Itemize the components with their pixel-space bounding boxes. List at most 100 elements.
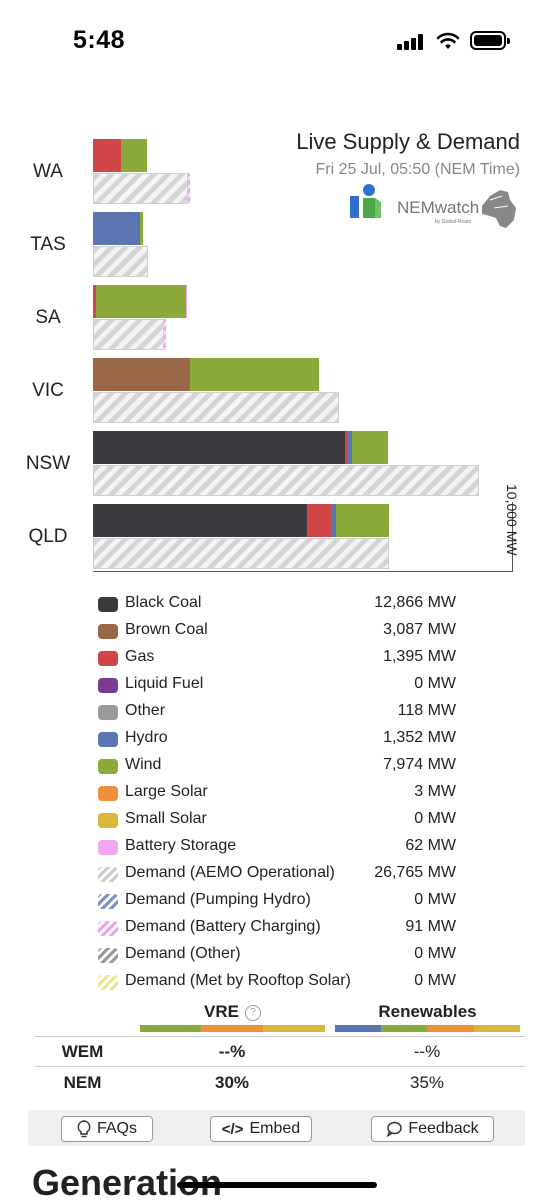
wifi-icon [436, 32, 460, 49]
embed-label: Embed [249, 1120, 301, 1137]
renewables-color-bar [335, 1025, 520, 1032]
supply-bar-qld-black-coal[interactable] [93, 504, 308, 537]
demand-bar-wa[interactable] [93, 173, 188, 204]
region-label-nsw: NSW [25, 453, 71, 474]
region-label-tas: TAS [30, 234, 66, 255]
embed-button[interactable]: </> Embed [210, 1116, 312, 1142]
legend-item: Demand (Other) 0 MW [96, 943, 476, 970]
faqs-button[interactable]: FAQs [61, 1116, 153, 1142]
supply-bar-nsw-black-coal[interactable] [93, 431, 345, 464]
region-label-vic: VIC [32, 380, 64, 401]
supply-bar-qld-wind[interactable] [335, 504, 390, 537]
nemwatch-logo[interactable]: NEMwatch by Global-Roam [350, 184, 520, 232]
legend-swatch [98, 921, 118, 936]
legend-value: 0 MW [414, 810, 456, 827]
legend-name: Brown Coal [125, 621, 208, 638]
legend-name: Hydro [125, 729, 168, 746]
legend-value: 26,765 MW [374, 864, 456, 881]
chart-timestamp: Fri 25 Jul, 05:50 (NEM Time) [315, 161, 521, 178]
supply-bar-sa-wind[interactable] [96, 285, 186, 318]
supply-bar-qld-hydro[interactable] [330, 504, 336, 537]
supply-bar-nsw-hydro[interactable] [347, 431, 352, 464]
demand-bar-qld[interactable] [93, 538, 390, 569]
faqs-label: FAQs [96, 1120, 137, 1137]
legend-item: Other 118 MW [96, 700, 476, 727]
supply-bar-wa-gas[interactable] [93, 139, 122, 172]
legend-swatch [98, 678, 118, 693]
help-icon[interactable]: ? [244, 1005, 261, 1021]
battery-icon [470, 31, 510, 50]
legend-swatch [98, 705, 118, 720]
vre-header: VRE? [140, 1002, 325, 1022]
legend-value: 91 MW [405, 918, 456, 935]
supply-bar-vic-wind[interactable] [190, 358, 320, 391]
wem-vre: --% [218, 1042, 246, 1061]
legend-item: Demand (Pumping Hydro) 0 MW [96, 889, 476, 916]
status-time: 5:48 [73, 26, 126, 54]
legend-value: 7,974 MW [383, 756, 456, 773]
vre-header-label: VRE [204, 1002, 239, 1021]
home-indicator[interactable] [177, 1182, 377, 1188]
legend-name: Demand (Met by Rooftop Solar) [125, 972, 351, 989]
demand-bar-sa[interactable] [93, 319, 164, 350]
legend-item: Demand (AEMO Operational) 26,765 MW [96, 862, 476, 889]
legend-value: 118 MW [397, 702, 456, 719]
supply-bar-tas-hydro[interactable] [93, 212, 141, 245]
legend-swatch [98, 597, 118, 612]
chart-title: Live Supply & Demand [296, 129, 520, 154]
legend-value: 62 MW [405, 837, 456, 854]
legend-swatch [98, 813, 118, 828]
legend-swatch [98, 975, 118, 990]
renewables-header: Renewables [378, 1002, 477, 1021]
row-wem-label: WEM [61, 1042, 104, 1061]
action-bar: FAQs </> Embed Feedback [28, 1110, 525, 1146]
legend-item: Gas 1,395 MW [96, 646, 476, 673]
supply-bar-nsw-gas[interactable] [345, 431, 348, 464]
lightbulb-icon [77, 1120, 91, 1138]
legend-name: Black Coal [125, 594, 202, 611]
battery-charging-bar-sa[interactable] [163, 319, 166, 350]
legend-name: Other [125, 702, 166, 719]
legend-swatch [98, 894, 118, 909]
feedback-label: Feedback [408, 1120, 479, 1137]
supply-bar-sa-battery-storage[interactable] [185, 285, 188, 318]
legend-name: Gas [125, 648, 155, 665]
chart-axis [93, 571, 513, 572]
legend-swatch [98, 840, 118, 855]
supply-bar-sa-gas[interactable] [93, 285, 97, 318]
demand-bar-vic[interactable] [93, 392, 339, 423]
row-nem-label: NEM [63, 1073, 102, 1092]
legend-swatch [98, 867, 118, 882]
legend-name: Wind [125, 756, 162, 773]
feedback-button[interactable]: Feedback [371, 1116, 494, 1142]
legend-swatch [98, 651, 118, 666]
legend-swatch [98, 948, 118, 963]
svg-text:NEMwatch: NEMwatch [397, 198, 479, 217]
supply-bar-qld-gas[interactable] [307, 504, 331, 537]
svg-text:by Global-Roam: by Global-Roam [435, 219, 471, 225]
demand-bar-nsw[interactable] [93, 465, 479, 496]
legend-value: 0 MW [414, 891, 456, 908]
legend-swatch [98, 732, 118, 747]
battery-charging-bar-wa[interactable] [187, 173, 190, 204]
legend-value: 0 MW [414, 972, 456, 989]
scale-label: 10,000 MW [504, 484, 520, 556]
legend-value: 0 MW [414, 675, 456, 692]
table-divider [35, 1066, 525, 1067]
cellular-signal-icon [397, 34, 427, 50]
legend-value: 1,352 MW [383, 729, 456, 746]
legend-item: Hydro 1,352 MW [96, 727, 476, 754]
legend-value: 1,395 MW [383, 648, 456, 665]
supply-bar-wa-wind[interactable] [121, 139, 147, 172]
vre-color-bar [140, 1025, 325, 1032]
nem-renewables: 35% [409, 1073, 445, 1092]
supply-bar-nsw-wind[interactable] [351, 431, 389, 464]
demand-bar-tas[interactable] [93, 246, 149, 277]
legend-value: 3,087 MW [383, 621, 456, 638]
supply-bar-tas-wind[interactable] [140, 212, 144, 245]
region-label-wa: WA [33, 161, 63, 182]
supply-bar-vic-brown-coal[interactable] [93, 358, 191, 391]
region-label-sa: SA [35, 307, 61, 328]
legend-name: Battery Storage [125, 837, 237, 854]
table-divider [35, 1036, 525, 1037]
